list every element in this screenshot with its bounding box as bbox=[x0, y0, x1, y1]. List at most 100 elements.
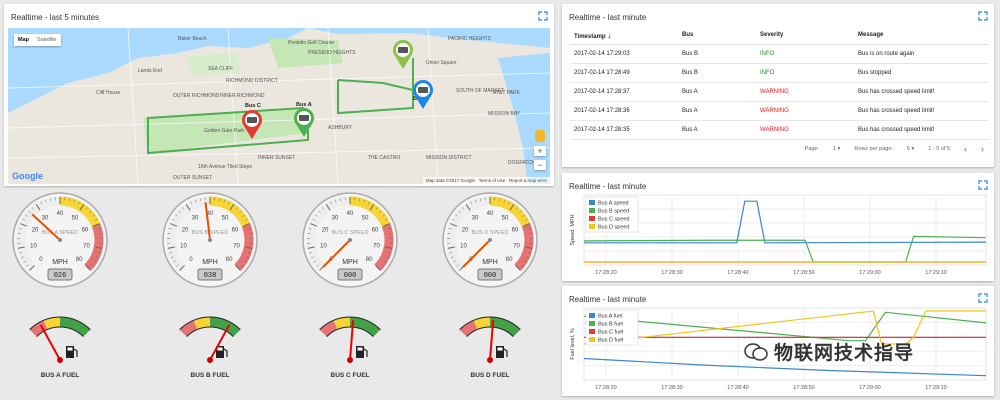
column-header-severity[interactable]: Severity bbox=[756, 26, 854, 45]
fuel-band-mid bbox=[473, 317, 491, 330]
gauge-tick bbox=[313, 260, 317, 263]
gauge-tick-label: 30 bbox=[332, 216, 339, 222]
gauge-tick-label: 40 bbox=[207, 211, 214, 217]
gauge-tick-label: 60 bbox=[512, 228, 519, 234]
fuel-band-high bbox=[209, 317, 241, 337]
wechat-icon bbox=[744, 342, 768, 361]
fuel-band-low bbox=[459, 320, 478, 337]
gauge-tick-label: 10 bbox=[460, 243, 467, 249]
legend-swatch bbox=[589, 216, 595, 221]
gauge-tick bbox=[243, 260, 247, 263]
bus-b-marker-icon[interactable] bbox=[392, 40, 414, 70]
gauge-tick bbox=[79, 203, 85, 211]
expand-icon[interactable] bbox=[978, 293, 988, 303]
terms-link[interactable]: Terms of Use bbox=[478, 178, 506, 183]
bus-a-marker-icon[interactable] bbox=[293, 108, 315, 138]
expand-icon[interactable] bbox=[978, 180, 988, 190]
gauge-tick-label: 70 bbox=[83, 243, 90, 249]
gauge-tick bbox=[243, 223, 250, 227]
map-toggle-map[interactable]: Map bbox=[18, 37, 29, 43]
fuel-outer-arc bbox=[29, 316, 91, 330]
fuel-band-low bbox=[319, 320, 338, 337]
gauge-tick bbox=[470, 201, 473, 205]
map-toggle-satellite[interactable]: Satellite bbox=[37, 37, 57, 43]
table-row[interactable]: 2017-02-14 17:29:03 Bus B INFO Bus is on ro… bbox=[570, 44, 988, 64]
table-row[interactable]: 2017-02-14 17:28:36 Bus A WARNING Bus has c… bbox=[570, 101, 988, 121]
gauge-name: BUS D SPEED bbox=[472, 230, 509, 236]
gauge-tick-label: 50 bbox=[362, 216, 369, 222]
column-header-message[interactable]: Message bbox=[854, 26, 988, 45]
zoom-in-button[interactable]: + bbox=[534, 146, 546, 156]
bus-c-marker-icon[interactable] bbox=[241, 110, 263, 140]
gauge-tick bbox=[308, 228, 312, 230]
gauge-tick bbox=[519, 210, 522, 214]
gauge-tick bbox=[455, 214, 458, 217]
gauge-tick-label: 60 bbox=[82, 228, 89, 234]
y-axis-label: Fuel level, % bbox=[570, 328, 576, 360]
zoom-out-button[interactable]: − bbox=[534, 160, 546, 170]
legend-label: Bus C fuel bbox=[598, 330, 623, 336]
table-cell-bus: Bus A bbox=[678, 82, 756, 102]
column-header-timestamp[interactable]: Timestamp ↓ bbox=[570, 26, 678, 45]
gauge-tick-label: 50 bbox=[72, 216, 79, 222]
plot-area bbox=[583, 307, 987, 381]
fuel-gauge-name: BUS D FUEL bbox=[471, 372, 510, 379]
fuel-inner-arc bbox=[36, 326, 84, 338]
prev-page-icon[interactable]: ‹ bbox=[964, 144, 967, 154]
map-label: OUTER RICHMOND bbox=[173, 93, 220, 99]
rows-per-page-select[interactable]: 5 ▾ bbox=[906, 146, 915, 152]
gauge-tick bbox=[312, 218, 316, 221]
table-row[interactable]: 2017-02-14 17:28:37 Bus A WARNING Bus has c… bbox=[570, 82, 988, 102]
gauge-tick bbox=[93, 223, 100, 227]
chart-legend: Bus A fuel Bus B fuel Bus C fuel Bus D fuel bbox=[585, 309, 639, 346]
gauge-tick bbox=[176, 264, 179, 267]
gauge-tick bbox=[521, 264, 524, 267]
gauge-tick-label: 0 bbox=[189, 257, 193, 263]
gauge-unit: MPH bbox=[342, 259, 358, 266]
gauge-hub bbox=[348, 238, 352, 242]
table-cell-ts: 2017-02-14 17:28:35 bbox=[570, 120, 678, 140]
fuel-hub bbox=[487, 357, 493, 363]
bus-d-marker-icon[interactable] bbox=[412, 80, 434, 110]
gauge-tick bbox=[330, 201, 333, 205]
page-select[interactable]: 1 ▾ bbox=[833, 146, 841, 152]
column-header-bus[interactable]: Bus bbox=[678, 26, 756, 45]
gauge-tick bbox=[453, 260, 457, 263]
x-tick-label: 17:28:30 bbox=[661, 270, 682, 276]
fuel-band-high bbox=[489, 317, 521, 337]
next-page-icon[interactable]: › bbox=[981, 144, 984, 154]
gauge-tick bbox=[93, 260, 97, 263]
expand-icon[interactable] bbox=[978, 11, 988, 21]
map-label: SEA CLIFF bbox=[208, 66, 234, 72]
report-error-link[interactable]: Report a map error bbox=[508, 178, 547, 183]
table-row[interactable]: 2017-02-14 17:28:35 Bus A WARNING Bus has c… bbox=[570, 120, 988, 140]
gauge-tick bbox=[28, 210, 31, 214]
gauge-tick bbox=[388, 228, 392, 230]
pegman-icon[interactable] bbox=[535, 130, 545, 142]
map-label: RICHMOND DISTRICT bbox=[226, 78, 278, 84]
gauge-tick-label: 10 bbox=[30, 243, 37, 249]
expand-icon[interactable] bbox=[538, 11, 548, 21]
map-background bbox=[8, 28, 550, 184]
gauge-tick bbox=[235, 265, 241, 271]
gauge-tick-label: 20 bbox=[32, 228, 39, 234]
map-view[interactable]: Map Satellite Baker Beach SEA CLIFF Land… bbox=[8, 28, 550, 184]
gauge-display bbox=[337, 268, 363, 281]
map-label: MISSION DISTRICT bbox=[426, 155, 472, 161]
map-label: MISSION BAY bbox=[488, 111, 521, 117]
gauge-tick-label: 60 bbox=[232, 228, 239, 234]
map-type-toggle[interactable]: Map Satellite bbox=[14, 34, 61, 46]
table-row[interactable]: 2017-02-14 17:28:49 Bus B INFO Bus stopped bbox=[570, 63, 988, 83]
map-label: Union Square bbox=[426, 60, 457, 66]
map-attribution: Map data ©2017 Google Terms of Use Repor… bbox=[422, 177, 550, 184]
gauge-tick bbox=[316, 264, 319, 267]
table-cell-bus: Bus B bbox=[678, 63, 756, 83]
gauge-tick bbox=[229, 203, 235, 211]
gauge-tick bbox=[339, 198, 341, 202]
sort-arrow-icon[interactable]: ↓ bbox=[607, 30, 612, 40]
gauge-tick bbox=[44, 199, 47, 203]
legend-swatch bbox=[589, 208, 595, 213]
fuel-needle bbox=[349, 320, 355, 361]
gauge-tick bbox=[447, 246, 455, 249]
